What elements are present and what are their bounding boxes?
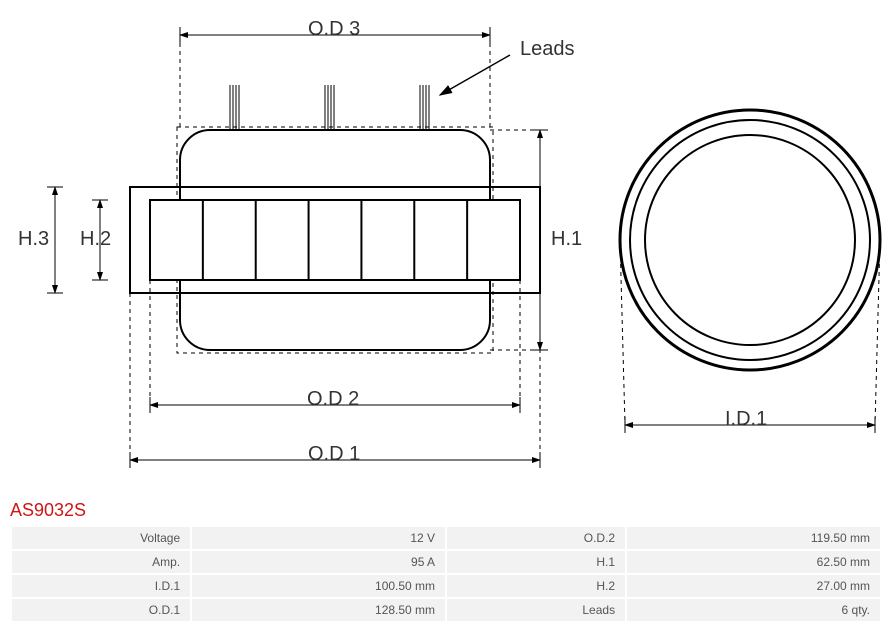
label-h3: H.3	[18, 228, 49, 251]
spec-key: O.D.2	[447, 527, 625, 549]
table-row: Amp.95 AH.162.50 mm	[12, 551, 880, 573]
label-h1: H.1	[551, 228, 582, 251]
spec-key: I.D.1	[12, 575, 190, 597]
spec-value: 128.50 mm	[192, 599, 445, 621]
label-od3: O.D 3	[308, 18, 360, 41]
spec-value: 62.50 mm	[627, 551, 880, 573]
label-od2: O.D 2	[307, 388, 359, 411]
spec-key: Leads	[447, 599, 625, 621]
label-id1: I.D.1	[725, 408, 767, 431]
label-h2: H.2	[80, 228, 111, 251]
spec-value: 12 V	[192, 527, 445, 549]
spec-value: 27.00 mm	[627, 575, 880, 597]
spec-value: 119.50 mm	[627, 527, 880, 549]
table-row: I.D.1100.50 mmH.227.00 mm	[12, 575, 880, 597]
spec-key: H.1	[447, 551, 625, 573]
table-row: Voltage12 VO.D.2119.50 mm	[12, 527, 880, 549]
spec-key: Amp.	[12, 551, 190, 573]
spec-key: Voltage	[12, 527, 190, 549]
label-od1: O.D 1	[308, 443, 360, 466]
label-leads: Leads	[520, 38, 575, 61]
spec-value: 6 qty.	[627, 599, 880, 621]
technical-diagram: O.D 3 Leads H.1 H.2 H.3 O.D 2 O.D 1 I.D.…	[0, 0, 892, 500]
spec-key: O.D.1	[12, 599, 190, 621]
table-row: O.D.1128.50 mmLeads6 qty.	[12, 599, 880, 621]
spec-value: 100.50 mm	[192, 575, 445, 597]
part-number-title: AS9032S	[10, 500, 86, 521]
spec-key: H.2	[447, 575, 625, 597]
spec-table: Voltage12 VO.D.2119.50 mmAmp.95 AH.162.5…	[10, 525, 882, 623]
spec-value: 95 A	[192, 551, 445, 573]
